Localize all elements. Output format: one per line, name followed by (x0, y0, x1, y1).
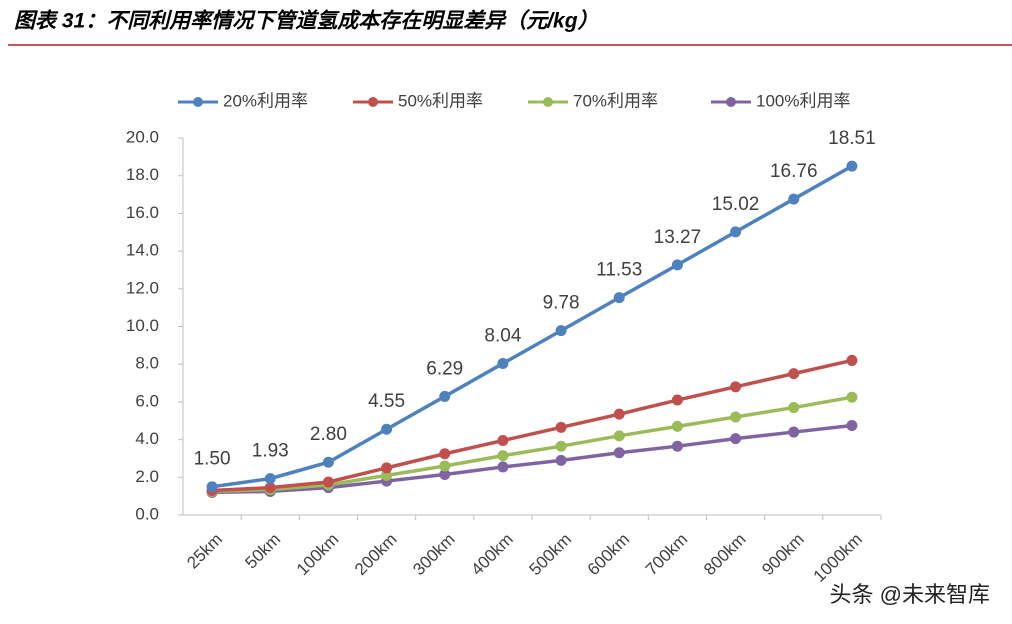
x-tick-label: 600km (584, 530, 634, 580)
x-tick-label: 900km (758, 530, 808, 580)
legend-marker (543, 97, 553, 107)
point (788, 368, 800, 380)
point (439, 448, 451, 460)
y-tick-label: 12.0 (126, 278, 159, 297)
data-label: 9.78 (543, 293, 580, 314)
data-label: 16.76 (770, 161, 818, 182)
point (730, 226, 742, 238)
data-label: 18.51 (828, 128, 876, 149)
point (555, 421, 567, 433)
legend-marker (368, 97, 378, 107)
series-line (211, 358, 853, 493)
x-tick-label: 800km (700, 530, 750, 580)
series-line (212, 395, 853, 494)
point (788, 193, 800, 205)
point (264, 482, 276, 494)
point (671, 394, 683, 406)
point (846, 419, 858, 431)
legend-label: 20%利用率 (223, 91, 308, 110)
point (846, 354, 858, 366)
point (381, 462, 393, 474)
series-line (211, 164, 853, 489)
x-tick-label: 200km (351, 530, 401, 580)
point (671, 440, 683, 452)
y-tick-label: 6.0 (135, 391, 159, 410)
x-tick-label: 400km (467, 530, 517, 580)
chart-title: 图表 31：不同利用率情况下管道氢成本存在明显差异（元/kg） (14, 9, 599, 33)
y-tick-label: 10.0 (126, 316, 159, 335)
point (730, 433, 742, 445)
y-tick-label: 18.0 (126, 165, 159, 184)
x-tick-label: 300km (409, 530, 459, 580)
data-label: 15.02 (712, 194, 760, 215)
point (788, 402, 800, 414)
legend-marker (726, 97, 736, 107)
point (381, 423, 393, 435)
point (671, 420, 683, 432)
x-tick-label: 500km (526, 530, 576, 580)
data-label: 13.27 (654, 227, 702, 248)
x-tick-label: 25km (183, 530, 226, 573)
data-label: 6.29 (426, 358, 463, 379)
point (439, 460, 451, 472)
point (264, 473, 276, 485)
data-label: 4.55 (368, 391, 405, 412)
point (322, 476, 334, 488)
point (497, 450, 509, 462)
point (497, 435, 509, 447)
series-line (212, 423, 853, 495)
y-tick-label: 2.0 (135, 467, 159, 486)
point (439, 390, 451, 402)
point (206, 481, 218, 493)
y-tick-label: 14.0 (126, 241, 159, 260)
data-label: 1.93 (252, 441, 289, 462)
x-tick-label: 100km (293, 530, 343, 580)
point (613, 292, 625, 304)
data-label: 8.04 (484, 325, 521, 346)
legend-label: 100%利用率 (756, 91, 850, 110)
point (497, 357, 509, 369)
y-tick-label: 16.0 (126, 203, 159, 222)
point (555, 454, 567, 466)
point (497, 461, 509, 473)
data-label: 2.80 (310, 424, 347, 445)
y-tick-label: 8.0 (135, 354, 159, 373)
data-label: 1.50 (194, 449, 231, 470)
point (730, 411, 742, 423)
point (846, 391, 858, 403)
legend-label: 50%利用率 (398, 91, 483, 110)
x-tick-label: 700km (642, 530, 692, 580)
point (439, 468, 451, 480)
x-tick-label: 50km (241, 530, 284, 573)
point (555, 440, 567, 452)
legend-label: 70%利用率 (573, 91, 658, 110)
point (555, 325, 567, 337)
y-tick-label: 20.0 (126, 127, 159, 146)
x-tick-label: 1000km (810, 530, 866, 586)
legend-marker (193, 97, 203, 107)
point (730, 381, 742, 393)
point (322, 456, 334, 468)
point (671, 259, 683, 271)
y-tick-label: 0.0 (135, 504, 159, 523)
watermark: 头条 @未来智库 (830, 582, 990, 607)
y-tick-label: 4.0 (135, 429, 159, 448)
point (788, 426, 800, 438)
data-label: 11.53 (596, 260, 642, 281)
point (613, 447, 625, 459)
point (846, 160, 858, 172)
point (381, 469, 393, 481)
point (613, 408, 625, 420)
point (613, 430, 625, 442)
